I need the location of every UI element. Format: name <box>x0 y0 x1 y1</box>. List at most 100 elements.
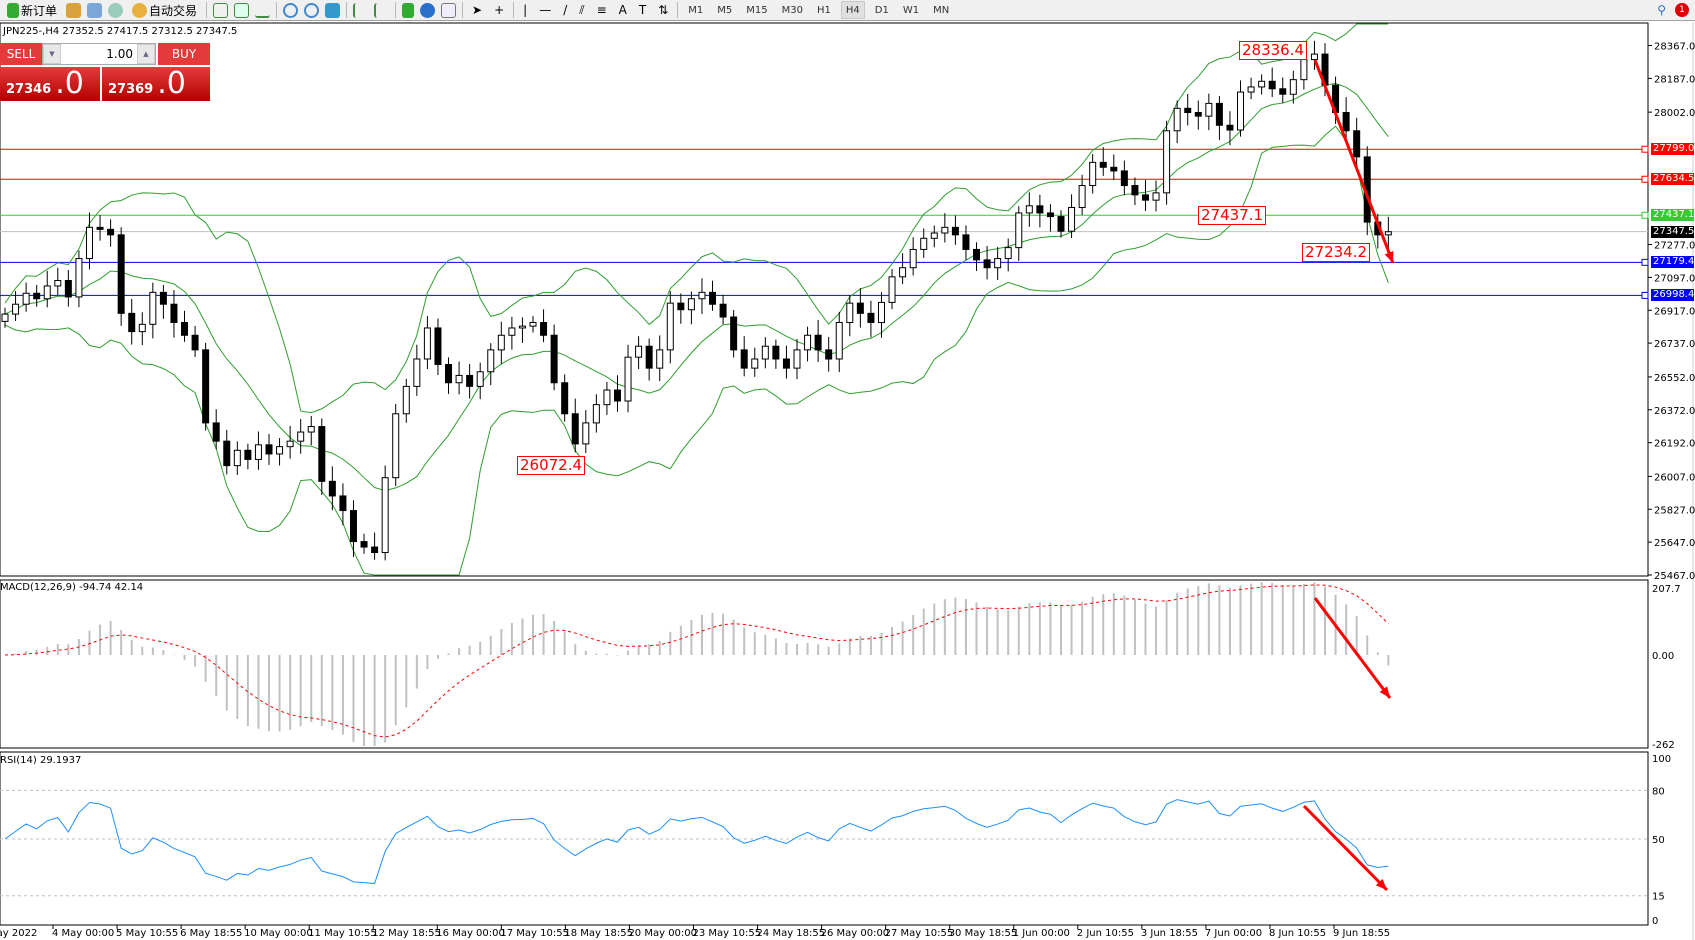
terminal-icon[interactable] <box>87 2 103 18</box>
bearish-candle <box>1131 185 1139 196</box>
tile-windows-icon[interactable] <box>325 2 341 18</box>
chart-shift-icon[interactable] <box>374 2 389 18</box>
notification-badge[interactable]: 1 <box>1675 3 1689 17</box>
lots-decrease-button[interactable]: ▼ <box>43 44 61 64</box>
bearish-candle <box>973 248 981 261</box>
bullish-candle <box>1015 212 1023 249</box>
bearish-candle <box>1342 112 1350 132</box>
price-tick-label: 28002.0 <box>1654 108 1695 119</box>
chart-info-label: JPN225-,H4 27352.5 27417.5 27312.5 27347… <box>3 26 238 37</box>
bearish-candle <box>814 334 822 351</box>
bullish-candle <box>75 258 83 298</box>
timeframe-m15[interactable]: M15 <box>746 4 768 16</box>
time-axis-label: 5 May 10:55 <box>116 928 179 939</box>
vertical-line-icon[interactable]: | <box>523 3 528 17</box>
price-tick-label: 26737.0 <box>1654 339 1695 350</box>
bearish-candle <box>1036 205 1044 214</box>
bearish-candle <box>212 422 220 442</box>
bullish-candle <box>54 279 62 287</box>
rsi-panel-frame <box>0 751 1649 926</box>
bullish-candle <box>1068 206 1076 232</box>
signals-icon[interactable] <box>108 2 124 18</box>
periods-clock-icon[interactable] <box>420 2 436 18</box>
bearish-candle <box>1099 161 1107 168</box>
timeframe-h4[interactable]: H4 <box>840 1 865 19</box>
zoom-out-icon[interactable] <box>304 2 320 18</box>
bearish-candle <box>951 226 959 236</box>
timeframe-m5[interactable]: M5 <box>717 4 733 16</box>
arrow-head-icon <box>1375 878 1387 890</box>
bar-chart-icon[interactable] <box>213 2 229 18</box>
bullish-candle <box>846 302 854 323</box>
lots-increase-button[interactable]: ▲ <box>137 44 155 64</box>
bearish-candle <box>719 303 727 318</box>
price-level-tag: 27347.5 <box>1651 225 1695 238</box>
fibonacci-icon[interactable]: ≡ <box>596 3 607 17</box>
horizontal-line-icon[interactable]: — <box>539 3 552 17</box>
templates-icon[interactable] <box>441 2 457 18</box>
bearish-candle <box>571 413 579 445</box>
zoom-in-icon[interactable] <box>283 2 299 18</box>
autoscroll-icon[interactable] <box>353 2 368 18</box>
bearish-candle <box>466 374 474 387</box>
buy-button[interactable]: BUY <box>158 43 210 65</box>
search-icon[interactable]: ⚲ <box>1657 3 1666 17</box>
bearish-candle <box>782 358 790 369</box>
bearish-candle <box>349 510 357 543</box>
equidistant-channel-icon[interactable]: ⫽ <box>579 2 585 17</box>
candlestick-icon[interactable] <box>234 2 250 18</box>
lots-input[interactable]: ▼ 1.00 ▲ <box>42 43 156 65</box>
bullish-candle <box>1163 130 1171 194</box>
line-chart-icon[interactable] <box>255 3 271 18</box>
buy-price[interactable]: 27369.0 <box>102 67 210 101</box>
price-level-tag: 27634.5 <box>1651 173 1695 186</box>
bearish-candle <box>1046 212 1054 218</box>
bullish-candle <box>909 248 917 269</box>
new-order-button[interactable]: 新订单 <box>4 1 60 19</box>
time-axis-label: 10 May 00:00 <box>244 928 313 939</box>
timeframe-mn[interactable]: MN <box>933 4 950 16</box>
auto-trading-button[interactable]: 自动交易 <box>129 1 200 19</box>
main-chart-frame <box>0 22 1649 577</box>
history-icon[interactable] <box>66 2 82 18</box>
bullish-candle <box>1004 247 1012 260</box>
bullish-candle <box>12 303 20 315</box>
bearish-candle <box>328 480 336 497</box>
timeframe-m1[interactable]: M1 <box>688 4 704 16</box>
timeframe-d1[interactable]: D1 <box>874 4 889 16</box>
lots-value[interactable]: 1.00 <box>106 47 133 61</box>
timeframe-w1[interactable]: W1 <box>902 4 920 16</box>
timeframe-m30[interactable]: M30 <box>781 4 804 16</box>
bearish-candle <box>550 334 558 384</box>
annotation-level[interactable]: 27437.1 <box>1198 206 1267 225</box>
text-icon[interactable]: A <box>618 3 627 17</box>
bearish-candle <box>33 292 41 300</box>
bullish-candle <box>1384 231 1392 236</box>
text-label-icon[interactable]: T <box>638 3 647 17</box>
sell-button[interactable]: SELL <box>0 43 42 65</box>
arrows-icon[interactable]: ⇅ <box>658 3 669 17</box>
rsi-tick-label: 15 <box>1652 892 1665 903</box>
bearish-candle <box>96 226 104 230</box>
level-handle <box>1641 145 1649 153</box>
cursor-icon[interactable]: ➤ <box>472 3 483 17</box>
bullish-candle <box>1152 192 1160 201</box>
timeframe-h1[interactable]: H1 <box>817 4 831 16</box>
rsi-tick-label: 100 <box>1652 754 1671 765</box>
bullish-candle <box>835 321 843 360</box>
crosshair-icon[interactable]: + <box>494 3 505 17</box>
annotation-low-recent[interactable]: 27234.2 <box>1302 243 1371 262</box>
indicators-icon[interactable] <box>402 2 415 18</box>
sell-price[interactable]: 27346.0 <box>0 67 100 101</box>
annotation-low[interactable]: 26072.4 <box>517 456 586 475</box>
macd-label: MACD(12,26,9) -94.74 42.14 <box>0 582 144 593</box>
price-tick-label: 27097.0 <box>1654 273 1695 284</box>
bullish-candle <box>656 349 664 369</box>
bullish-candle <box>793 349 801 369</box>
trendline-icon[interactable]: / <box>563 3 568 17</box>
bearish-candle <box>1057 216 1065 232</box>
bearish-candle <box>434 327 442 365</box>
rsi-tick-label: 50 <box>1652 835 1665 846</box>
annotation-high[interactable]: 28336.4 <box>1239 41 1308 60</box>
